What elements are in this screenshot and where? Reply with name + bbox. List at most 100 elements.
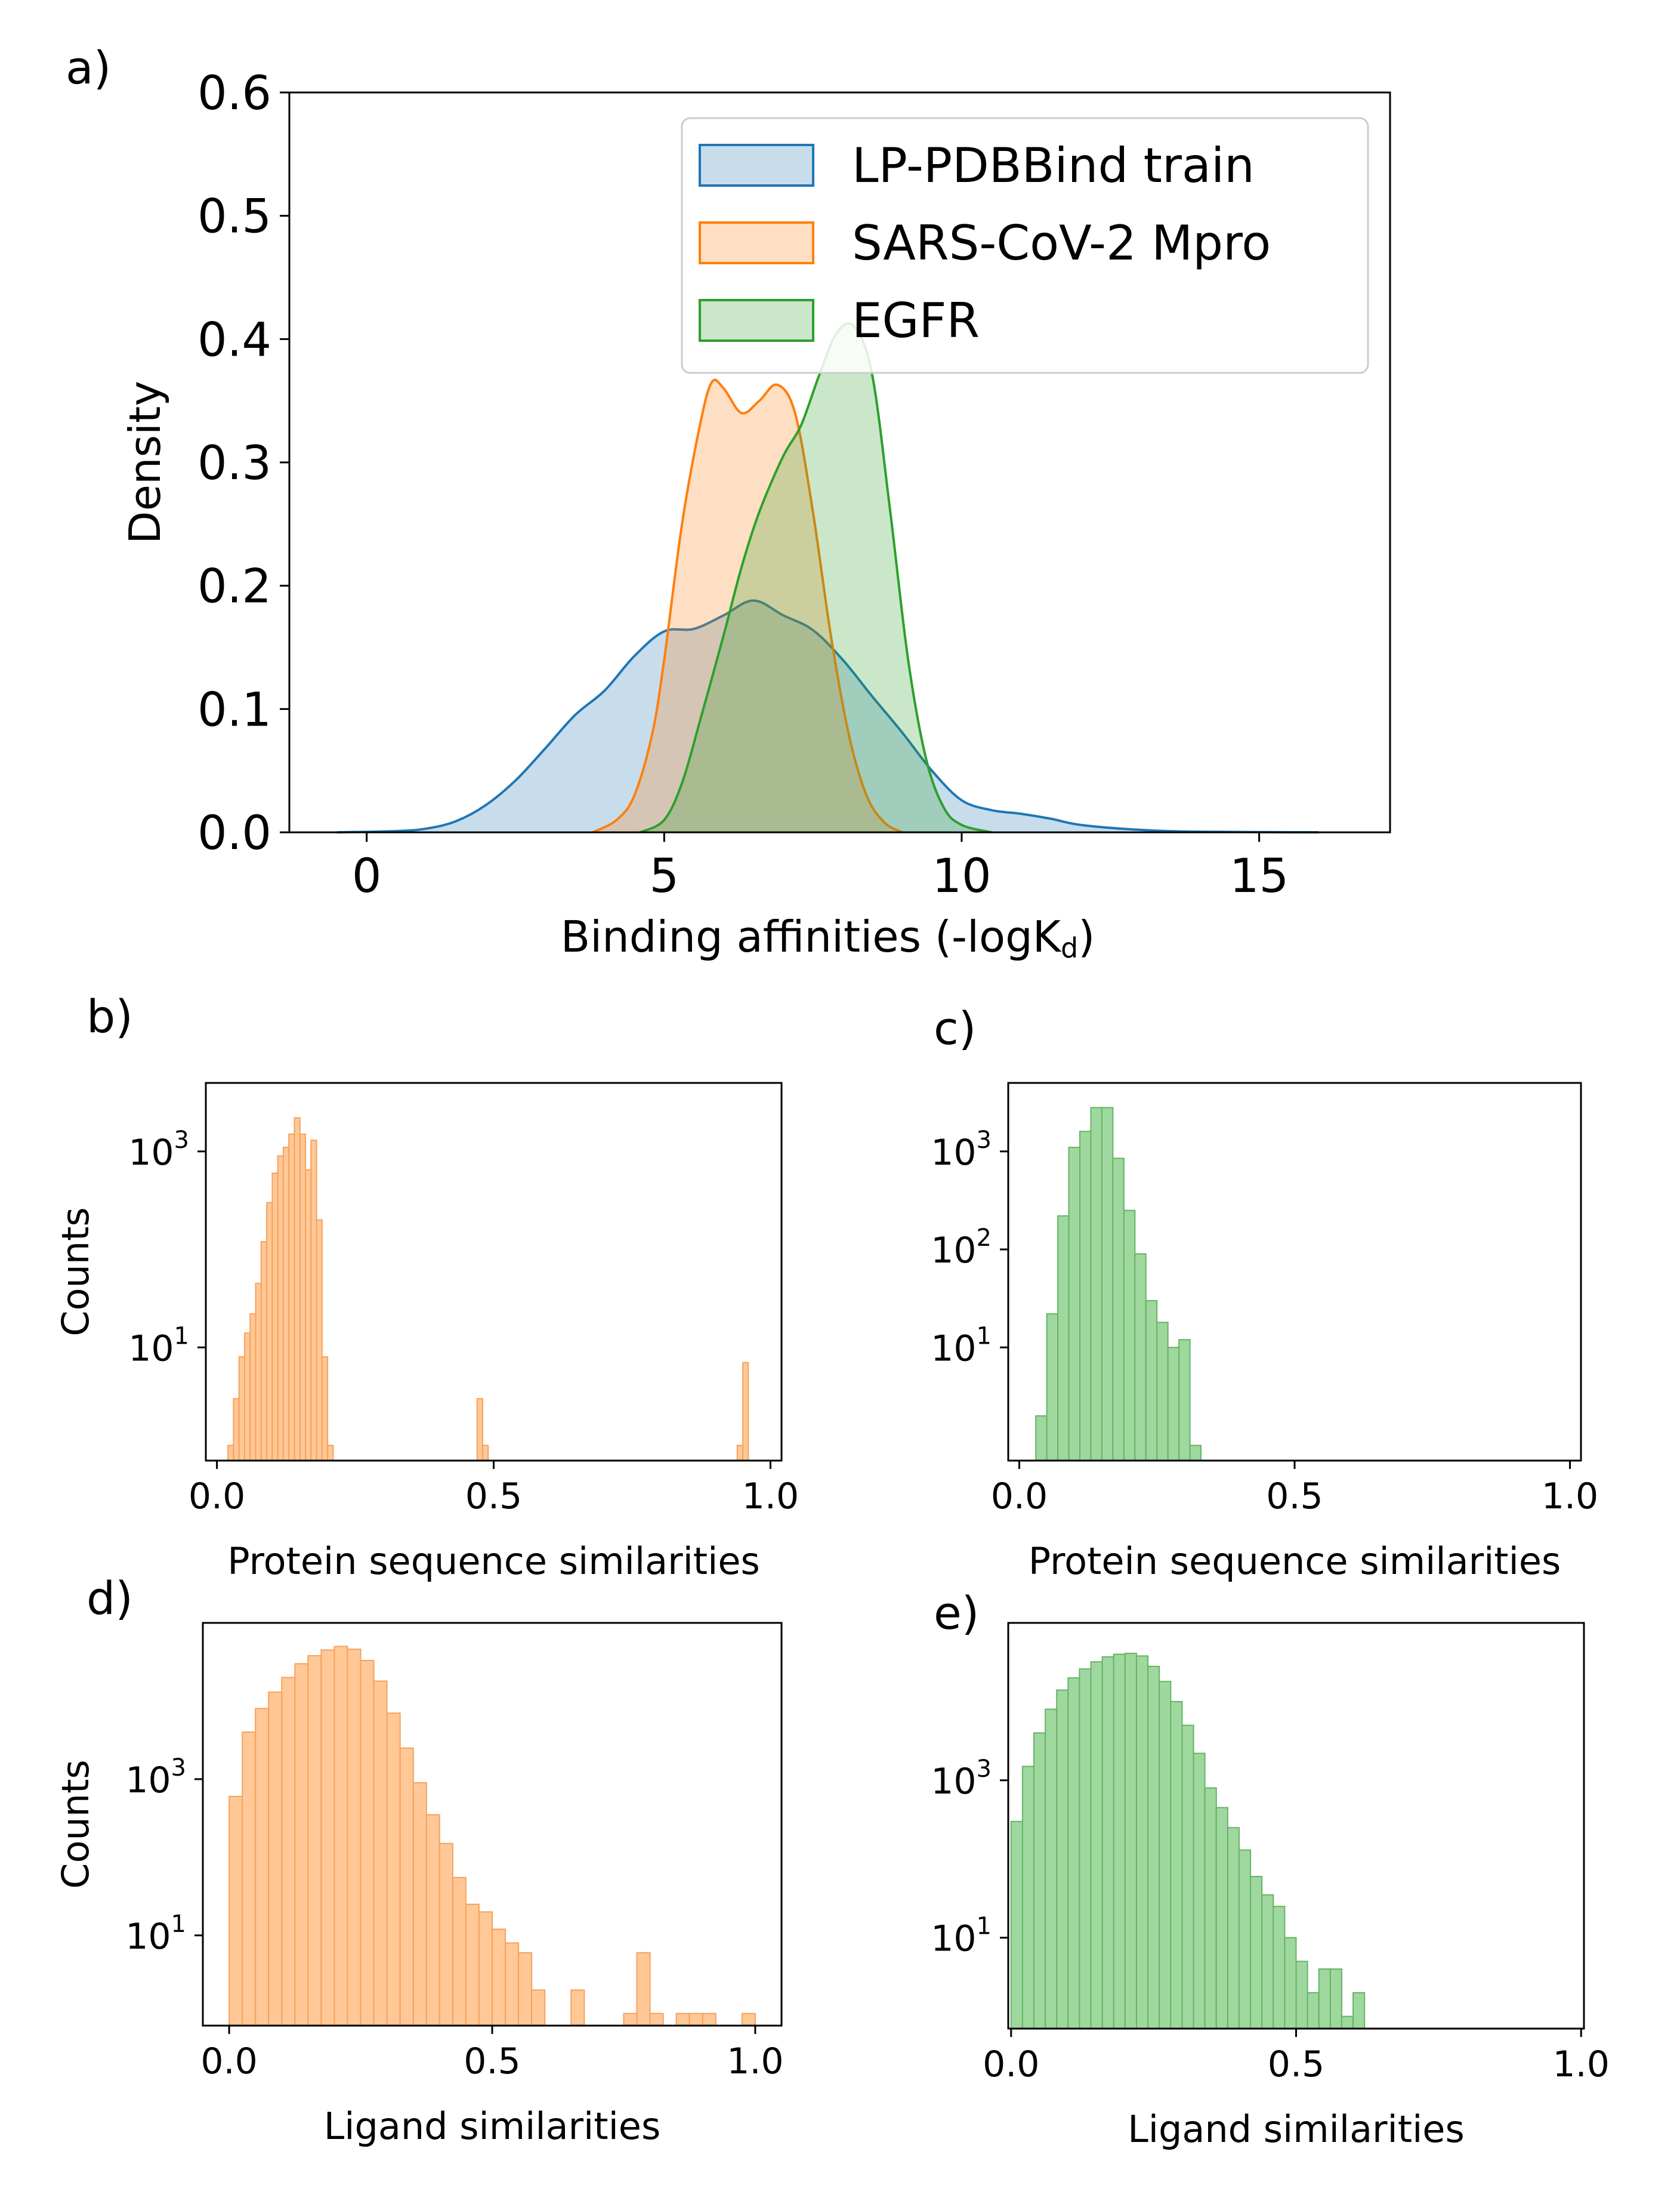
y-tick-label-b: 101 <box>128 1322 189 1369</box>
y-axis-label-a: Density <box>120 381 170 544</box>
histogram-bar <box>1046 1313 1059 1461</box>
histogram-bar <box>1123 1209 1136 1461</box>
histogram-bar <box>1250 1876 1263 2030</box>
histogram-bar <box>736 1444 744 1462</box>
x-axis-label-b: Protein sequence similarities <box>227 1539 760 1583</box>
x-axis-label-c: Protein sequence similarities <box>1029 1539 1561 1583</box>
histogram-bar <box>1079 1668 1092 2030</box>
y-axis-label-b: Counts <box>54 1207 97 1336</box>
y-tick-label-b: 103 <box>128 1126 189 1174</box>
histogram-bar <box>1147 1665 1160 2030</box>
histogram-bar <box>249 1313 257 1461</box>
x-tick-label-d: 1.0 <box>727 2041 783 2082</box>
x-tick-label-d: 0.0 <box>200 2041 257 2082</box>
histogram-bar <box>307 1655 322 2026</box>
histogram-bar <box>570 1989 585 2027</box>
histogram-bar <box>1033 1732 1046 2029</box>
histogram-bar <box>492 1928 507 2026</box>
histogram-bar <box>1134 1253 1147 1462</box>
histogram-bar <box>294 1663 309 2027</box>
histogram-bar <box>675 2012 690 2026</box>
histogram-bar <box>1135 1655 1149 2029</box>
x-tick-label-e: 0.5 <box>1268 2044 1324 2085</box>
x-axis-label-e: Ligand similarities <box>1128 2107 1465 2151</box>
histogram-bar <box>1101 1107 1114 1461</box>
histogram-bar <box>228 1795 243 2027</box>
histogram-bar <box>255 1708 270 2026</box>
histogram-bar <box>310 1140 317 1461</box>
histogram-bar <box>1090 1661 1103 2030</box>
histogram-bar <box>294 1117 301 1461</box>
histogram-bar <box>233 1398 240 1462</box>
x-tick-label-b: 0.0 <box>189 1476 245 1517</box>
histogram-bar <box>425 1814 440 2026</box>
panel-a: a) 0 5 10 15 0.0 0.1 0.2 0.3 0.4 0.5 0.6 Binding aff… <box>66 41 1391 964</box>
y-tick-label-a: 0.0 <box>197 807 271 860</box>
histogram-bar <box>636 1952 651 2027</box>
histogram-bar <box>373 1680 388 2026</box>
x-tick-label-b: 0.5 <box>465 1476 522 1517</box>
y-tick-label-e: 101 <box>931 1913 992 1960</box>
y-tick-label-a: 0.5 <box>197 190 271 244</box>
histogram-bar <box>1145 1299 1158 1461</box>
legend-box <box>681 117 1369 374</box>
histogram-bar <box>741 2012 756 2026</box>
histogram-bar <box>1318 1968 1331 2030</box>
x-tick-label-c: 1.0 <box>1542 1476 1598 1517</box>
histogram-bar <box>227 1444 234 1462</box>
panel-e: e) 0.0 0.5 1.0 101 103 Ligand similarities <box>931 1586 1610 2151</box>
histogram-bar <box>1295 1961 1308 2030</box>
histogram-bar <box>1156 1322 1169 1461</box>
histogram-bar <box>1101 1656 1114 2030</box>
histogram-bar <box>623 2012 638 2026</box>
histogram-bar <box>277 1155 284 1461</box>
histogram-bar <box>271 1172 279 1462</box>
x-axis-label-d: Ligand similarities <box>324 2104 661 2148</box>
y-tick-label-c: 102 <box>931 1224 992 1271</box>
panel-label-e: e) <box>934 1586 979 1640</box>
x-tick-label-a: 5 <box>649 850 679 903</box>
kde-sars-cov-2-line <box>592 378 903 834</box>
histogram-bar <box>1273 1906 1286 2029</box>
histogram-bar <box>255 1283 262 1462</box>
x-tick-label-a: 15 <box>1230 850 1289 903</box>
histogram-bar <box>1341 2015 1354 2030</box>
histogram-bar <box>649 2012 664 2026</box>
histogram-bar <box>1068 1147 1080 1461</box>
histogram-bar <box>268 1691 283 2026</box>
y-tick-label-a: 0.2 <box>197 560 271 614</box>
panel-label-a: a) <box>66 41 111 94</box>
histogram-bar <box>1189 1444 1202 1462</box>
kde-lp-pdbbind-line <box>336 599 1319 834</box>
histogram-bar <box>316 1219 323 1461</box>
histogram-bar <box>1021 1765 1034 2029</box>
histogram-bar <box>266 1202 273 1461</box>
histogram-bar <box>476 1398 483 1462</box>
histogram-bar <box>1204 1787 1217 2030</box>
histogram-bar <box>1035 1415 1048 1462</box>
histogram-bar <box>1238 1849 1252 2030</box>
y-tick-label-c: 101 <box>931 1322 992 1369</box>
panel-label-c: c) <box>934 1002 976 1055</box>
histogram-bar <box>321 1356 329 1461</box>
histogram-bar <box>478 1911 493 2027</box>
panel-c: c) 0.0 0.5 1.0 101 102 103 Protein sequence sim… <box>931 1002 1598 1583</box>
legend-swatch-kde-sars-cov-2 <box>699 221 814 264</box>
histogram-bar <box>1307 1992 1320 2029</box>
histogram-bar <box>1057 1215 1070 1462</box>
x-tick-label-e: 0.0 <box>983 2044 1039 2085</box>
histogram-bar <box>243 1332 251 1462</box>
x-tick-label-d: 0.5 <box>464 2041 520 2082</box>
y-tick-label-d: 103 <box>125 1754 186 1801</box>
histogram-bar <box>360 1660 375 2026</box>
histogram-bar <box>531 1989 546 2027</box>
histogram-bar <box>1181 1724 1194 2029</box>
histogram-bar <box>399 1747 414 2026</box>
x-tick-label-c: 0.0 <box>991 1476 1048 1517</box>
x-tick-label-a: 10 <box>932 850 991 903</box>
x-tick-label-e: 1.0 <box>1553 2044 1610 2085</box>
legend-swatch-kde-lp-pdbbind <box>699 144 814 187</box>
histogram-bar <box>347 1649 362 2027</box>
histogram-bar <box>1124 1653 1137 2029</box>
